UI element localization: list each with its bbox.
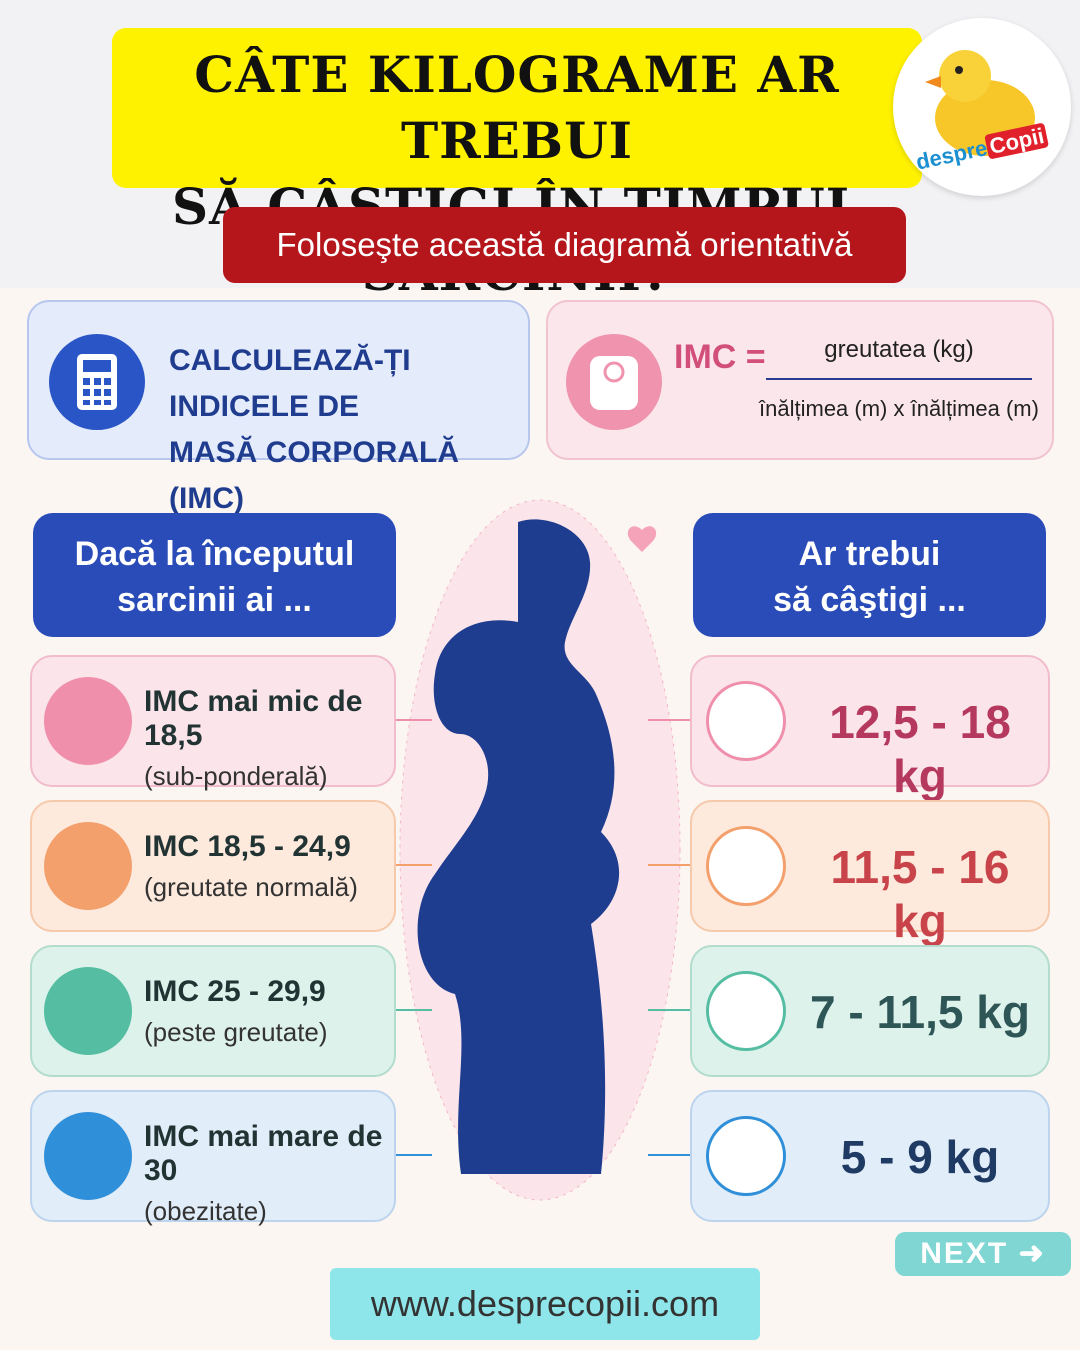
connector-left [396, 864, 432, 866]
bmi-text: CALCULEAZĂ-ȚI INDICELE DE MASĂ CORPORALĂ… [169, 338, 528, 522]
bmi-line: MASĂ CORPORALĂ (IMC) [169, 436, 459, 515]
formula-numerator: greutatea (kg) [824, 336, 974, 363]
connector-right [648, 864, 690, 866]
condition-text: IMC mai mare de 30 (obezitate) [144, 1120, 394, 1227]
title-line: CÂTE KILOGRAME AR TREBUI [194, 45, 840, 170]
condition: IMC mai mare de 30 [144, 1120, 383, 1187]
category: (greutate normală) [144, 872, 358, 902]
header-line: Dacă la începutul [74, 535, 355, 573]
gain: 5 - 9 kg [840, 1131, 1000, 1183]
title-box: CÂTE KILOGRAME AR TREBUI SĂ CÂŞTIGI ÎN T… [112, 28, 922, 302]
condition-icon [44, 967, 132, 1055]
connector-right [648, 719, 690, 721]
scale-icon [706, 826, 786, 906]
url: www.desprecopii.com [330, 1268, 760, 1340]
next-button[interactable]: NEXT ➜ [895, 1232, 1071, 1276]
condition-text: IMC 25 - 29,9 (peste greutate) [144, 975, 328, 1048]
category: (obezitate) [144, 1196, 267, 1226]
connector-left [396, 1154, 432, 1156]
bmi-line: CALCULEAZĂ-ȚI INDICELE DE [169, 344, 411, 423]
header-line: sarcinii ai ... [117, 581, 312, 619]
category: (peste greutate) [144, 1017, 328, 1047]
condition-icon [44, 822, 132, 910]
gain: 12,5 - 18 kg [829, 696, 1011, 802]
right-header: Ar trebui să câştigi ... [693, 513, 1046, 637]
left-header: Dacă la începutul sarcinii ai ... [33, 513, 396, 637]
fraction-line [766, 378, 1032, 380]
scale-icon [706, 681, 786, 761]
header-line: Ar trebui [798, 535, 941, 573]
formula-lhs: IMC = [674, 338, 766, 376]
bmi-card: CALCULEAZĂ-ȚI INDICELE DE MASĂ CORPORALĂ… [27, 300, 530, 515]
condition: IMC 25 - 29,9 [144, 975, 326, 1008]
logo: despreCopii [893, 18, 1071, 196]
silhouette-area [399, 499, 681, 1201]
gain: 11,5 - 16 kg [830, 841, 1010, 947]
gain-card: 12,5 - 18 kg [690, 655, 1050, 802]
subtitle: Foloseşte această diagramă orientativă [223, 207, 906, 283]
formula-denominator: înălțimea (m) x înălțimea (m) [759, 396, 1039, 421]
connector-left [396, 719, 432, 721]
scale-icon [706, 971, 786, 1051]
connector-right [648, 1154, 690, 1156]
condition-icon [44, 1112, 132, 1200]
connector-left [396, 1009, 432, 1011]
scale-icon [566, 334, 662, 430]
gain-card: 11,5 - 16 kg [690, 800, 1050, 947]
condition-card: IMC mai mic de 18,5 (sub-ponderală) [30, 655, 396, 791]
header-line: să câştigi ... [773, 581, 966, 619]
condition: IMC mai mic de 18,5 [144, 685, 363, 752]
condition-card: IMC mai mare de 30 (obezitate) [30, 1090, 396, 1226]
gain-card: 7 - 11,5 kg [690, 945, 1050, 1077]
calculator-icon [49, 334, 145, 430]
condition-text: IMC 18,5 - 24,9 (greutate normală) [144, 830, 358, 903]
gain: 7 - 11,5 kg [810, 986, 1030, 1038]
next-label: NEXT [920, 1237, 1009, 1270]
category: (sub-ponderală) [144, 761, 328, 791]
condition-icon [44, 677, 132, 765]
scale-icon [706, 1116, 786, 1196]
condition-text: IMC mai mic de 18,5 (sub-ponderală) [144, 685, 394, 792]
condition-card: IMC 25 - 29,9 (peste greutate) [30, 945, 396, 1077]
connector-right [648, 1009, 690, 1011]
condition: IMC 18,5 - 24,9 [144, 830, 351, 863]
formula-card: IMC = greutatea (kg) înălțimea (m) x înă… [546, 300, 1054, 460]
gain-card: 5 - 9 kg [690, 1090, 1050, 1222]
condition-card: IMC 18,5 - 24,9 (greutate normală) [30, 800, 396, 932]
